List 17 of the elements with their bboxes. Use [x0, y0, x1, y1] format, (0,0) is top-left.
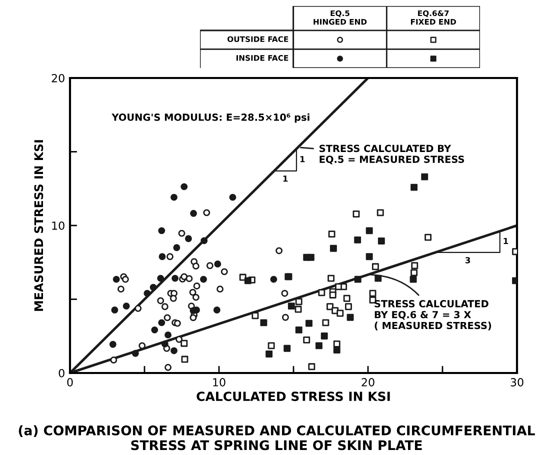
x-tick-label: 20	[362, 378, 374, 386]
x-tick-label: 30	[510, 378, 524, 386]
annotation: 1	[300, 156, 305, 162]
y-tick-label: 20	[52, 74, 64, 82]
annotation: 3	[465, 257, 470, 264]
y-tick-label: 0	[58, 368, 64, 378]
y-axis-title: MEASURED STRESS IN KSI	[34, 140, 44, 311]
annotation: STRESS CALCULATED BY EQ.6 & 7 = 3 X ( MEASURED STRESS)	[374, 300, 492, 330]
y-tick-label: 10	[52, 221, 64, 230]
x-tick-label: 10	[213, 378, 226, 386]
annotation: YOUNG'S MODULUS: E=28.5×10⁶ psi	[112, 113, 310, 123]
annotation: 1	[504, 238, 508, 244]
text: (a) COMPARISON OF MEASURED AND CALCULATED CIRCUMFERENTIAL STRESS AT SPRING LINE OF SKIN PLATE	[18, 425, 535, 450]
x-axis-title: CALCULATED STRESS IN KSI	[196, 392, 390, 402]
annotation: 1	[283, 176, 288, 182]
x-tick-label: 0	[67, 378, 73, 386]
annotation: STRESS CALCULATED BY EQ.5 = MEASURED STRESS	[320, 144, 464, 164]
